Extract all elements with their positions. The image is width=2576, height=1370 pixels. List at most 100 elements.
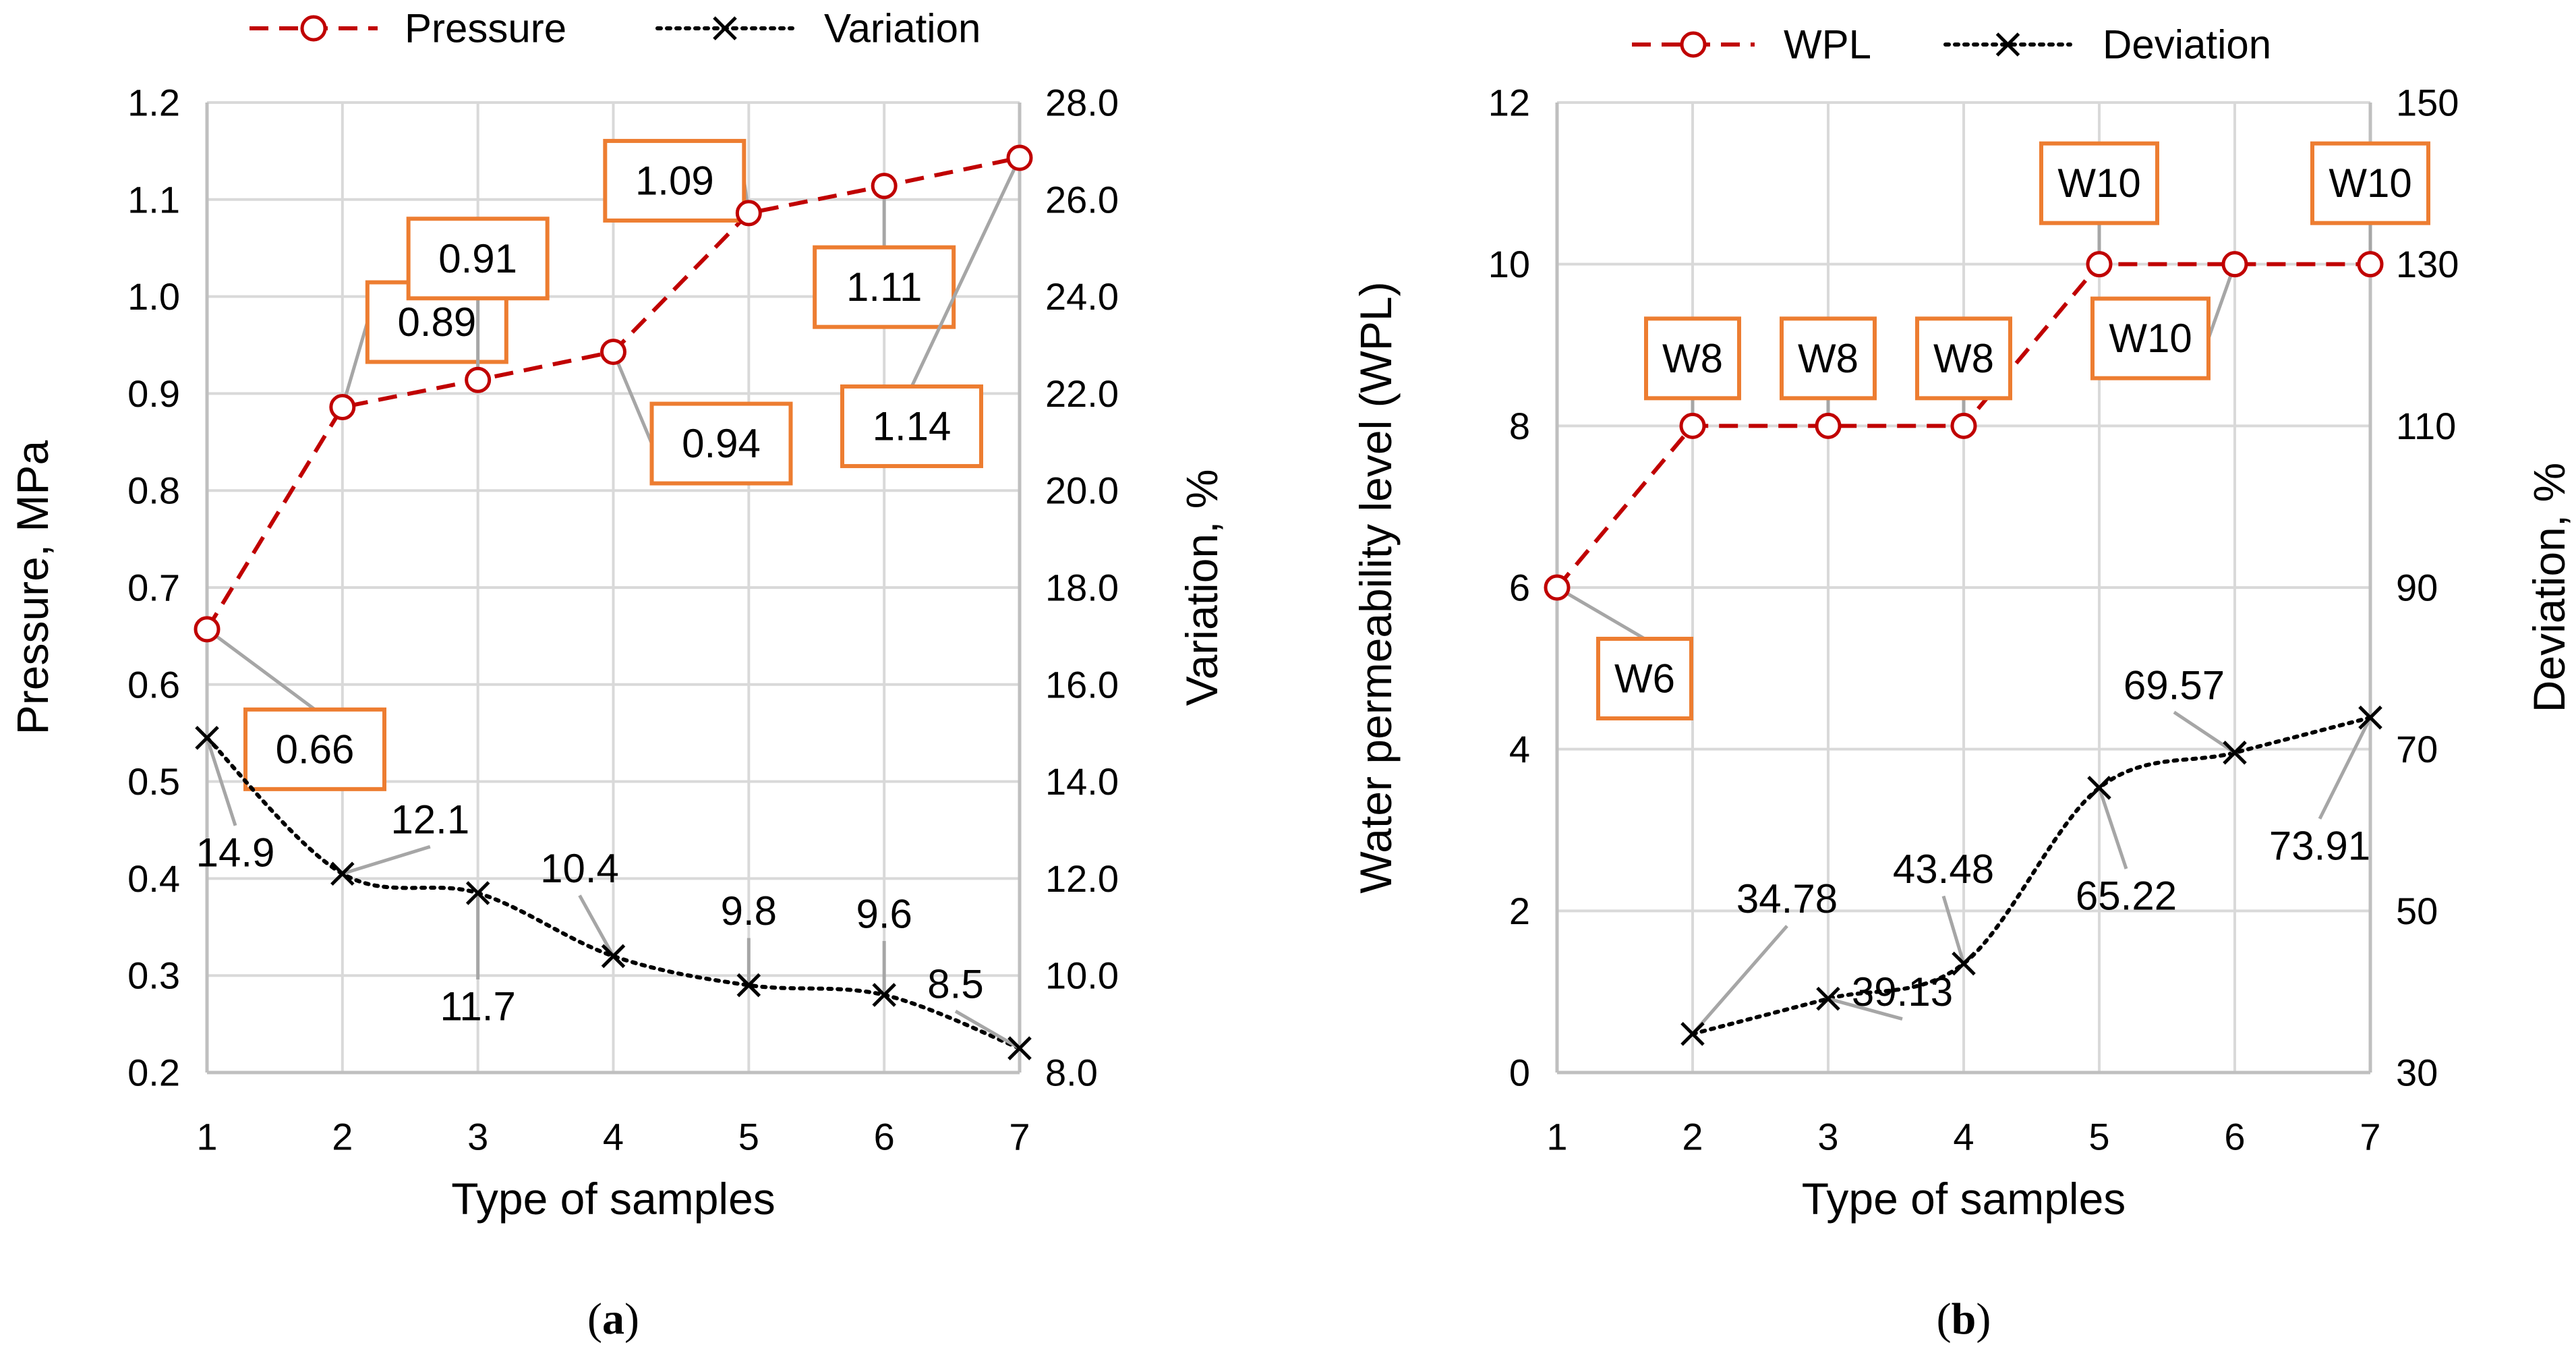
data-label: 0.91 bbox=[438, 236, 517, 281]
data-point-variation bbox=[330, 861, 355, 886]
y-right-tick-label: 10.0 bbox=[1045, 954, 1119, 997]
data-label: 11.7 bbox=[440, 983, 516, 1029]
y-right-tick-label: 70 bbox=[2396, 728, 2438, 770]
data-label: 10.4 bbox=[540, 846, 619, 891]
data-label-leader bbox=[1827, 997, 1903, 1021]
data-point-deviation bbox=[2358, 706, 2382, 730]
data-point-wpl bbox=[1950, 412, 1977, 439]
y-left-tick-label: 2 bbox=[1509, 890, 1530, 932]
y-right-tick-label: 130 bbox=[2396, 243, 2459, 285]
x-tick-label: 7 bbox=[1009, 1116, 1030, 1158]
y-right-tick-label: 110 bbox=[2396, 405, 2456, 447]
x-tick-label: 7 bbox=[2360, 1116, 2380, 1158]
data-point-variation-stroke-2 bbox=[330, 861, 355, 886]
data-label: 8.5 bbox=[927, 962, 983, 1007]
data-label: W10 bbox=[2109, 316, 2192, 361]
data-label-leader bbox=[1556, 586, 1646, 641]
y-left-tick-label: 0 bbox=[1509, 1052, 1530, 1094]
legend-label: Variation bbox=[824, 6, 980, 51]
data-point-deviation-stroke-2 bbox=[2358, 706, 2382, 730]
data-label: 1.11 bbox=[846, 264, 922, 310]
y-right-tick-label: 18.0 bbox=[1045, 567, 1119, 609]
data-label-leader bbox=[342, 845, 431, 876]
legend-label: WPL bbox=[1784, 22, 1871, 67]
panel-label: (b) bbox=[1937, 1294, 1991, 1344]
data-point-deviation-stroke-2 bbox=[2223, 741, 2247, 765]
y-left-tick-label: 0.6 bbox=[127, 663, 180, 706]
y-left-tick-label: 1.2 bbox=[127, 82, 180, 124]
data-label: 12.1 bbox=[390, 797, 469, 843]
y-right-tick-label: 90 bbox=[2396, 567, 2438, 609]
data-point-deviation bbox=[1680, 1021, 1705, 1046]
data-label-leader bbox=[1691, 925, 1788, 1035]
data-label: W10 bbox=[2329, 161, 2411, 206]
legend-swatch-marker bbox=[713, 16, 737, 40]
data-label-leader bbox=[612, 351, 653, 445]
y-left-tick-label: 8 bbox=[1509, 405, 1530, 447]
legend-label: Pressure bbox=[405, 6, 566, 51]
panel-label-close: ) bbox=[624, 1294, 639, 1344]
data-label: 65.22 bbox=[2076, 873, 2177, 918]
data-label-box bbox=[406, 217, 550, 301]
data-point-variation-stroke-2 bbox=[195, 726, 219, 750]
data-label: 34.78 bbox=[1736, 876, 1838, 921]
y-left-tick-label: 0.2 bbox=[127, 1052, 180, 1094]
data-point-deviation bbox=[2223, 741, 2247, 765]
data-point-wpl bbox=[2357, 251, 2384, 278]
legend-item-variation: Variation bbox=[655, 6, 980, 51]
x-tick-label: 3 bbox=[467, 1116, 488, 1158]
data-label: 73.91 bbox=[2269, 823, 2370, 868]
data-label: W8 bbox=[1662, 336, 1723, 381]
legend-item-pressure: Pressure bbox=[250, 6, 566, 51]
panel-label-open: ( bbox=[1937, 1294, 1952, 1344]
y-right-tick-label: 50 bbox=[2396, 890, 2438, 932]
data-label-box bbox=[1780, 316, 1877, 401]
data-label-box bbox=[1915, 316, 2012, 401]
data-label: 1.09 bbox=[635, 158, 714, 203]
y-right-tick-label: 20.0 bbox=[1045, 469, 1119, 512]
y-right-tick-label: 26.0 bbox=[1045, 178, 1119, 221]
chart-panel-a: 0.2 0.3 0.4 0.5 0.6 0.7 0.8 0.9 1.0 1.1 1.2 8.0 10.0… bbox=[7, 6, 1227, 1344]
y-left-tick-label: 1.0 bbox=[127, 275, 180, 318]
data-point-pressure bbox=[871, 173, 898, 200]
data-point-variation bbox=[465, 881, 490, 905]
data-label-box bbox=[2090, 296, 2211, 380]
data-label-leader bbox=[205, 737, 237, 826]
data-point-pressure bbox=[600, 339, 626, 366]
data-label-leader bbox=[2097, 787, 2128, 869]
data-point-pressure bbox=[735, 200, 762, 227]
y-left-tick-label: 0.8 bbox=[127, 469, 180, 512]
data-label-box bbox=[2310, 141, 2430, 225]
data-point-variation-stroke-2 bbox=[465, 881, 490, 905]
x-tick-label: 6 bbox=[2224, 1116, 2245, 1158]
data-label: W8 bbox=[1933, 336, 1994, 381]
data-point-wpl bbox=[1815, 412, 1842, 439]
data-point-deviation-stroke-2 bbox=[1952, 951, 1976, 976]
data-label: 14.9 bbox=[196, 830, 275, 875]
data-point-variation-stroke-2 bbox=[736, 973, 761, 998]
y-left-tick-label: 0.3 bbox=[127, 954, 180, 997]
x-axis-title: Type of samples bbox=[451, 1174, 775, 1224]
data-point-pressure bbox=[329, 394, 356, 421]
data-label-box bbox=[1644, 316, 1741, 401]
panel-label: (a) bbox=[587, 1294, 639, 1344]
data-label: 9.6 bbox=[856, 891, 912, 936]
data-point-deviation-stroke-2 bbox=[1816, 986, 1840, 1011]
data-label-box bbox=[649, 401, 793, 486]
data-point-variation-stroke-2 bbox=[601, 944, 626, 969]
data-point-variation bbox=[601, 944, 626, 969]
data-label-box bbox=[840, 384, 983, 468]
data-point-wpl bbox=[2221, 251, 2248, 278]
data-label: 0.89 bbox=[397, 299, 476, 345]
y-left-tick-label: 4 bbox=[1509, 728, 1530, 770]
data-point-pressure bbox=[194, 616, 221, 643]
data-label: 0.94 bbox=[682, 421, 761, 466]
x-tick-label: 4 bbox=[603, 1116, 624, 1158]
panel-label-open: ( bbox=[587, 1294, 602, 1344]
data-label-box bbox=[813, 245, 956, 329]
x-tick-label: 4 bbox=[1953, 1116, 1974, 1158]
data-label-box bbox=[243, 707, 386, 791]
data-point-variation-stroke-2 bbox=[1007, 1036, 1032, 1060]
x-tick-label: 1 bbox=[196, 1116, 217, 1158]
